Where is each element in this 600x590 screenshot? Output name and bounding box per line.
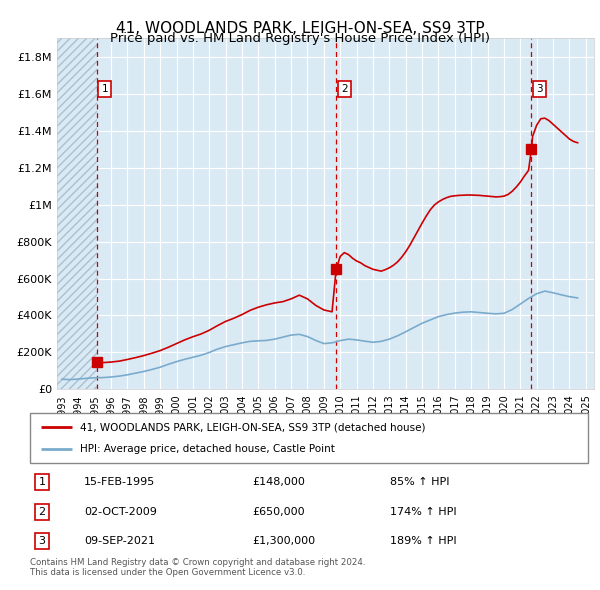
FancyBboxPatch shape [30, 413, 588, 463]
Text: Price paid vs. HM Land Registry's House Price Index (HPI): Price paid vs. HM Land Registry's House … [110, 32, 490, 45]
Text: 3: 3 [38, 536, 46, 546]
Text: HPI: Average price, detached house, Castle Point: HPI: Average price, detached house, Cast… [80, 444, 335, 454]
Text: 1: 1 [101, 84, 108, 94]
Text: 41, WOODLANDS PARK, LEIGH-ON-SEA, SS9 3TP (detached house): 41, WOODLANDS PARK, LEIGH-ON-SEA, SS9 3T… [80, 422, 426, 432]
Text: 15-FEB-1995: 15-FEB-1995 [84, 477, 155, 487]
Text: 1: 1 [38, 477, 46, 487]
Bar [57, 38, 97, 389]
Text: 2: 2 [341, 84, 347, 94]
Text: £1,300,000: £1,300,000 [252, 536, 315, 546]
Text: £148,000: £148,000 [252, 477, 305, 487]
Text: 09-SEP-2021: 09-SEP-2021 [84, 536, 155, 546]
Text: 189% ↑ HPI: 189% ↑ HPI [390, 536, 457, 546]
Text: 3: 3 [536, 84, 543, 94]
Text: 85% ↑ HPI: 85% ↑ HPI [390, 477, 449, 487]
Text: 2: 2 [38, 507, 46, 517]
Text: Contains HM Land Registry data © Crown copyright and database right 2024.
This d: Contains HM Land Registry data © Crown c… [30, 558, 365, 577]
Text: 174% ↑ HPI: 174% ↑ HPI [390, 507, 457, 517]
Text: 41, WOODLANDS PARK, LEIGH-ON-SEA, SS9 3TP: 41, WOODLANDS PARK, LEIGH-ON-SEA, SS9 3T… [116, 21, 484, 35]
Text: 02-OCT-2009: 02-OCT-2009 [84, 507, 157, 517]
Text: £650,000: £650,000 [252, 507, 305, 517]
